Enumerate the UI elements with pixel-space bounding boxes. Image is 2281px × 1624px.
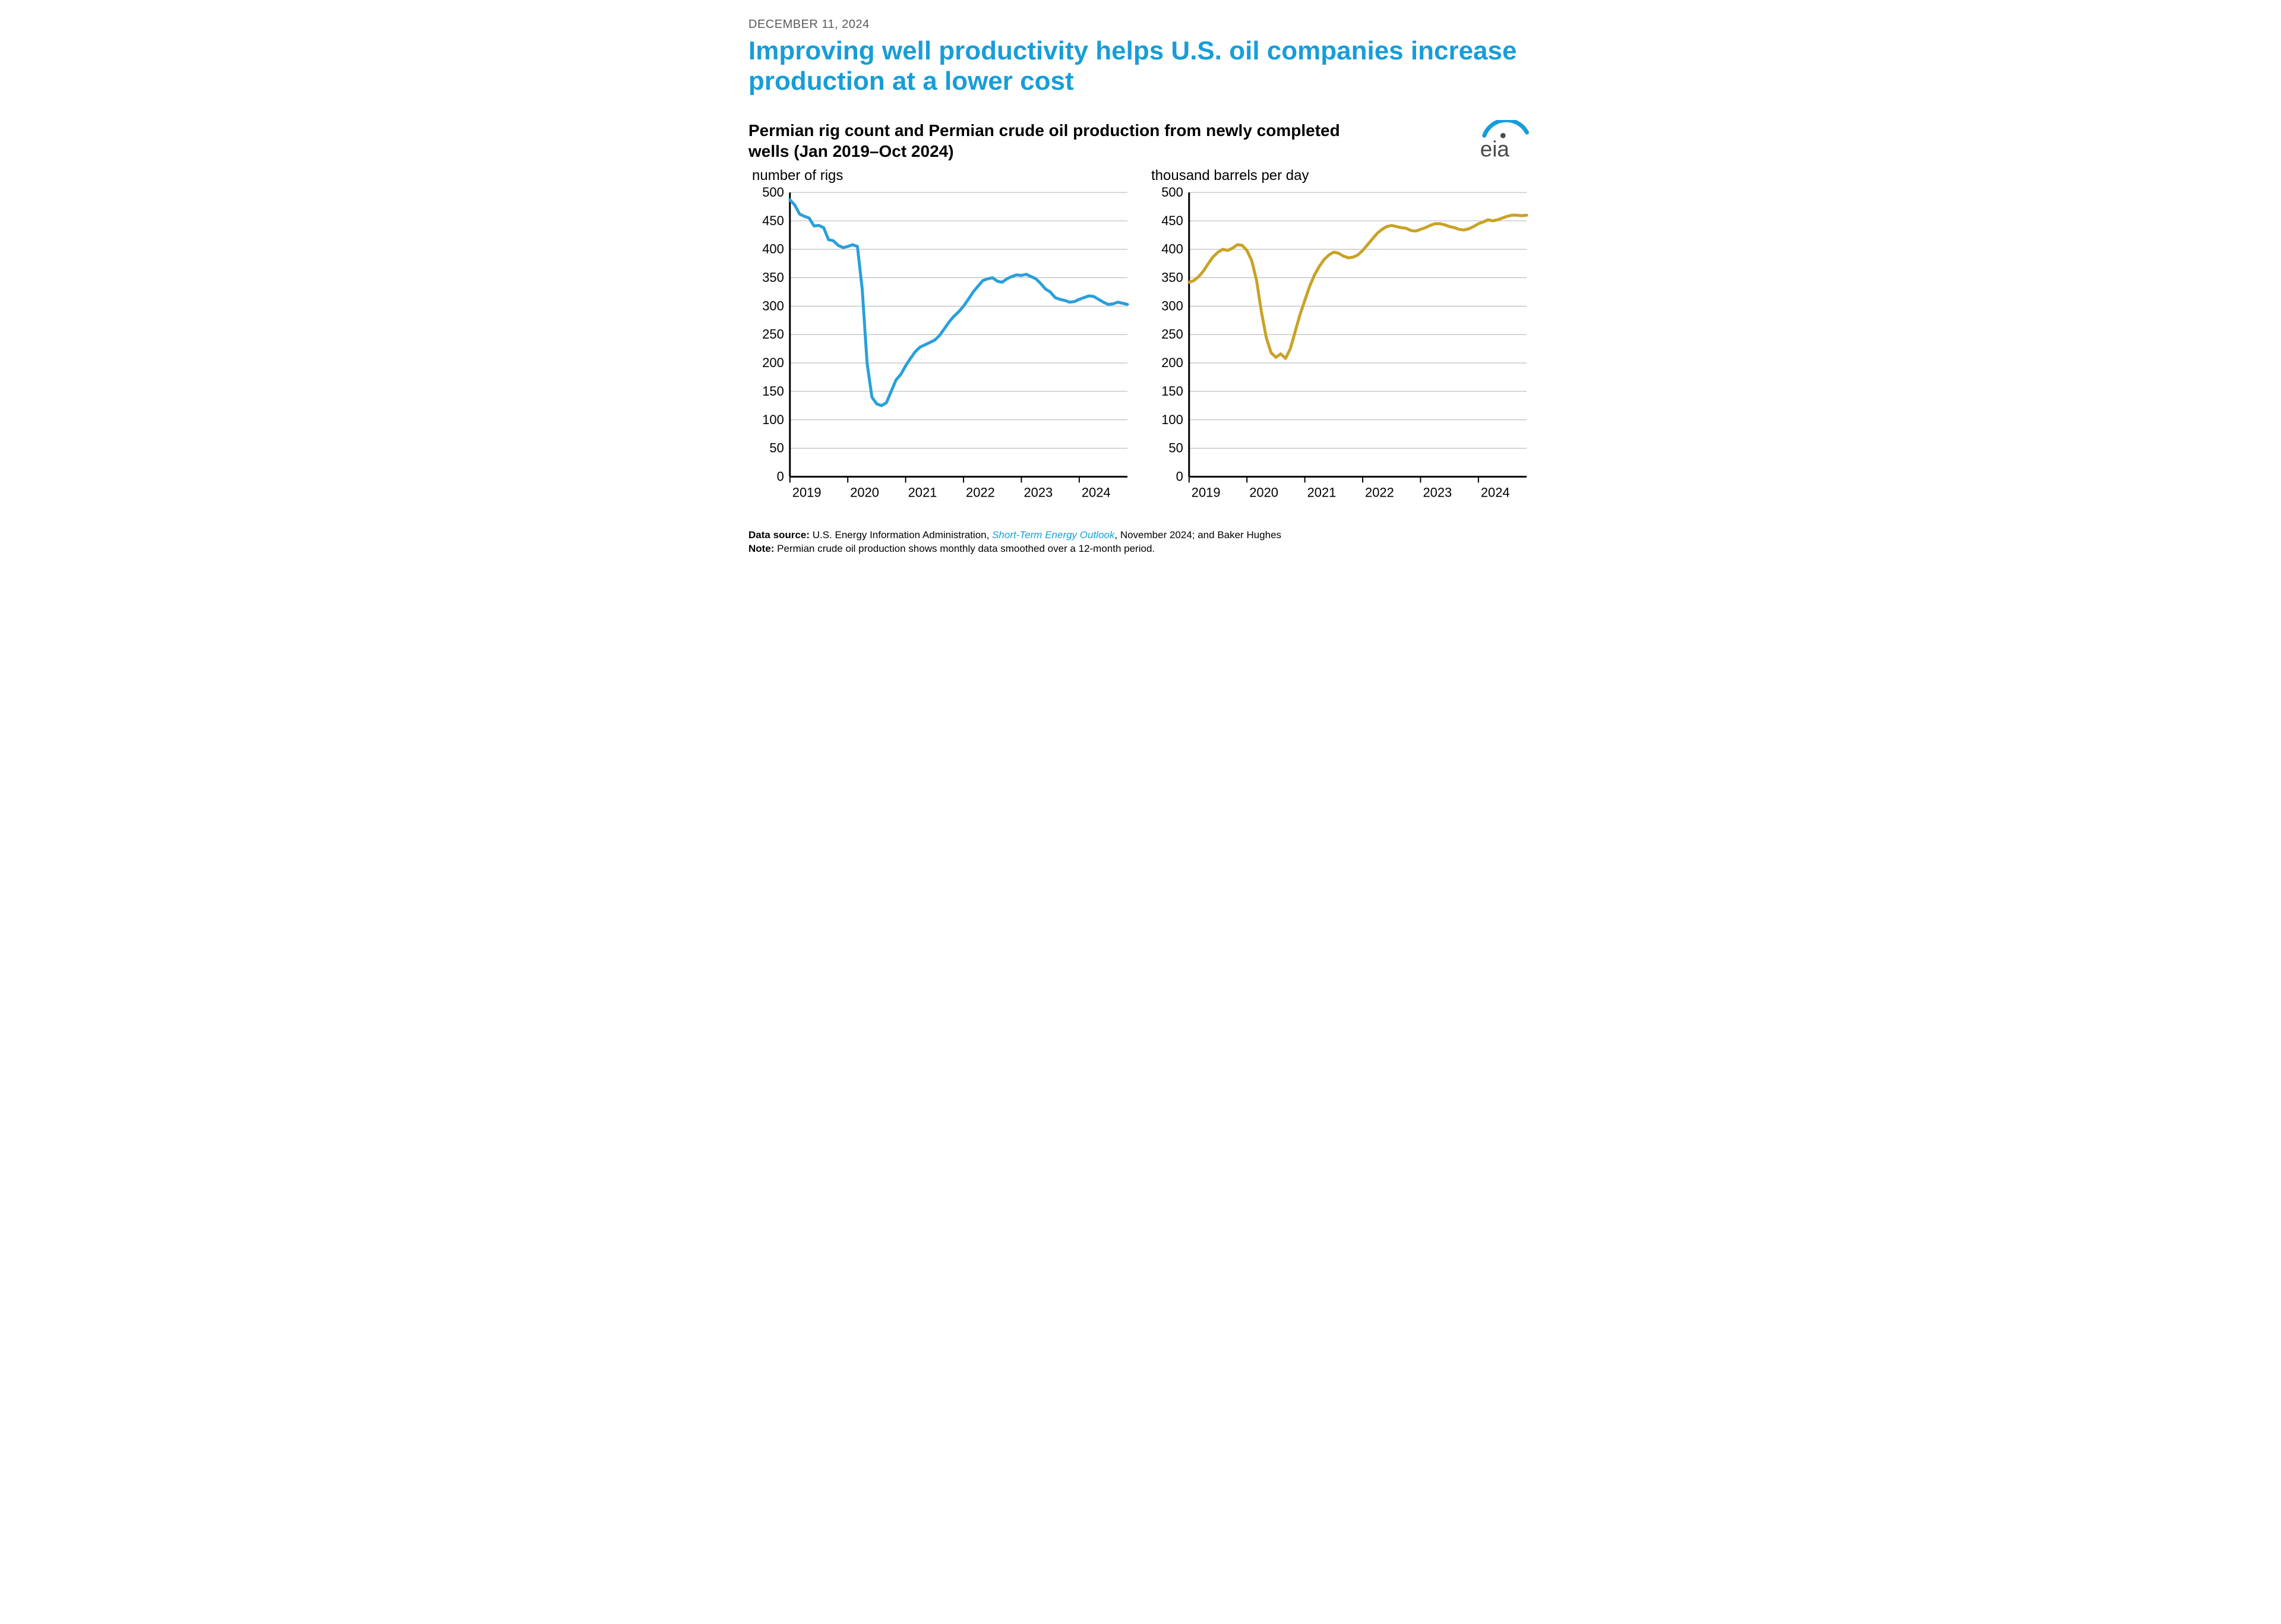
- chart-prod: 0 50 100 150 200 250 300 350 400 450 500 2019 2020 20…: [1148, 187, 1533, 518]
- chart-rigs: 0 50 100 150 200 250 300 350 400 450 500 2019 2020 20…: [748, 187, 1133, 518]
- svg-text:2020: 2020: [850, 485, 879, 500]
- footer-note-line: Note: Permian crude oil production shows…: [748, 542, 1533, 556]
- footer-source-pre: U.S. Energy Information Administration,: [810, 529, 992, 541]
- chart-footer: Data source: U.S. Energy Information Adm…: [748, 529, 1533, 556]
- svg-text:300: 300: [762, 299, 784, 314]
- panel-prod: thousand barrels per day 0 50 100 150 200 250…: [1148, 168, 1533, 518]
- svg-text:2023: 2023: [1423, 485, 1452, 500]
- svg-text:100: 100: [1161, 412, 1183, 427]
- footer-source-label: Data source:: [748, 529, 810, 541]
- svg-text:2023: 2023: [1023, 485, 1053, 500]
- svg-text:200: 200: [762, 355, 784, 370]
- footer-note-text: Permian crude oil production shows month…: [774, 543, 1155, 554]
- svg-text:450: 450: [762, 213, 784, 228]
- footer-source-link[interactable]: Short-Term Energy Outlook: [992, 529, 1114, 541]
- svg-text:2022: 2022: [966, 485, 995, 500]
- svg-text:2021: 2021: [1307, 485, 1337, 500]
- svg-text:500: 500: [762, 187, 784, 200]
- page-root: DECEMBER 11, 2024 Improving well product…: [731, 0, 1550, 568]
- svg-text:2022: 2022: [1365, 485, 1394, 500]
- svg-text:150: 150: [762, 384, 784, 399]
- svg-text:0: 0: [777, 469, 784, 484]
- svg-text:50: 50: [769, 441, 783, 456]
- footer-note-label: Note:: [748, 543, 774, 554]
- svg-text:450: 450: [1161, 213, 1183, 228]
- svg-text:2021: 2021: [908, 485, 937, 500]
- svg-text:200: 200: [1161, 355, 1183, 370]
- chart-panels: number of rigs 0 50 100 150 200 250 300 350 400 4…: [748, 168, 1533, 518]
- svg-text:150: 150: [1161, 384, 1183, 399]
- svg-text:350: 350: [1161, 270, 1183, 285]
- svg-text:400: 400: [1161, 242, 1183, 257]
- svg-text:250: 250: [762, 327, 784, 342]
- chart-title-row: Permian rig count and Permian crude oil …: [748, 120, 1533, 162]
- eia-logo-icon: eia: [1467, 120, 1533, 162]
- svg-text:2019: 2019: [1192, 485, 1221, 500]
- chart-block: Permian rig count and Permian crude oil …: [748, 120, 1533, 518]
- date-line: DECEMBER 11, 2024: [748, 18, 1533, 31]
- headline: Improving well productivity helps U.S. o…: [748, 36, 1533, 96]
- svg-text:100: 100: [762, 412, 784, 427]
- eia-logo-text: eia: [1480, 137, 1510, 161]
- svg-text:2024: 2024: [1082, 485, 1111, 500]
- footer-source-post: , November 2024; and Baker Hughes: [1114, 529, 1281, 541]
- panel-rigs: number of rigs 0 50 100 150 200 250 300 350 400 4…: [748, 168, 1133, 518]
- svg-text:500: 500: [1161, 187, 1183, 200]
- svg-text:250: 250: [1161, 327, 1183, 342]
- panel-prod-subtitle: thousand barrels per day: [1151, 168, 1533, 184]
- panel-rigs-subtitle: number of rigs: [752, 168, 1133, 184]
- svg-text:350: 350: [762, 270, 784, 285]
- svg-text:400: 400: [762, 242, 784, 257]
- svg-text:2024: 2024: [1481, 485, 1510, 500]
- svg-text:300: 300: [1161, 299, 1183, 314]
- svg-text:2020: 2020: [1249, 485, 1278, 500]
- chart-title: Permian rig count and Permian crude oil …: [748, 120, 1372, 162]
- svg-text:2019: 2019: [792, 485, 822, 500]
- svg-text:50: 50: [1168, 441, 1183, 456]
- svg-text:0: 0: [1176, 469, 1183, 484]
- footer-source-line: Data source: U.S. Energy Information Adm…: [748, 529, 1533, 542]
